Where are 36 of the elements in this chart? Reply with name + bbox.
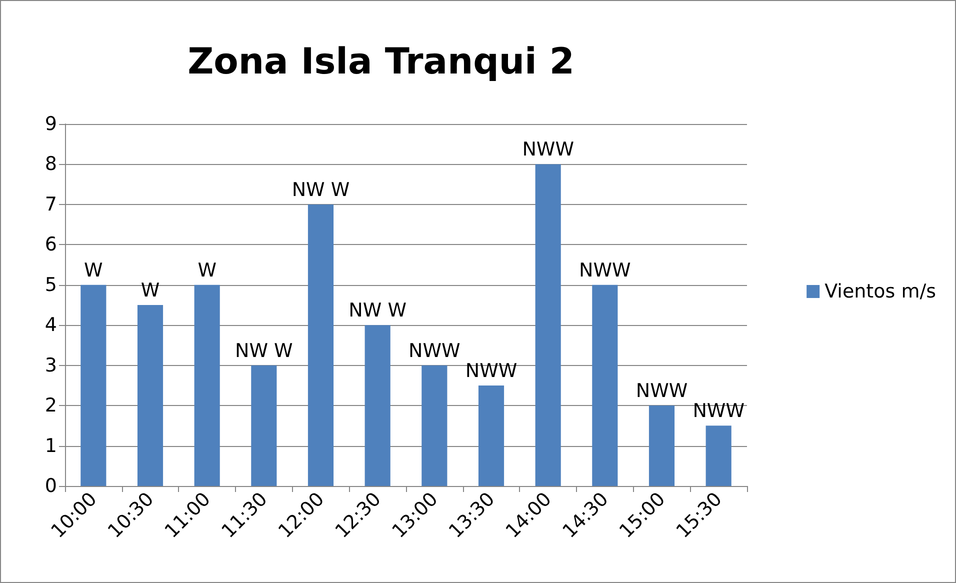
bar xyxy=(137,305,164,486)
y-tick-label: 6 xyxy=(44,234,57,256)
y-tick-label: 9 xyxy=(44,113,57,135)
y-tick-label: 2 xyxy=(44,394,57,417)
data-label: W xyxy=(198,259,217,282)
bar xyxy=(535,164,561,486)
bar xyxy=(364,325,390,486)
bar xyxy=(308,204,334,486)
y-tick-label: 8 xyxy=(44,153,57,176)
data-label: W xyxy=(140,280,160,302)
bar xyxy=(648,406,675,486)
y-tick-label: 1 xyxy=(44,434,57,457)
bar xyxy=(592,284,618,486)
y-tick-label: 3 xyxy=(44,354,57,376)
data-label: NWW xyxy=(465,360,518,382)
y-tick-label: 7 xyxy=(44,193,57,216)
y-tick-label: 0 xyxy=(44,475,57,497)
y-tick-label: 5 xyxy=(44,274,57,296)
data-label: W xyxy=(84,259,104,282)
data-label: NW W xyxy=(292,178,350,201)
data-label: NW W xyxy=(235,340,294,362)
bar xyxy=(706,426,732,486)
bar xyxy=(80,284,106,486)
bar xyxy=(251,365,277,486)
data-label: NWW xyxy=(692,400,745,422)
chart-title: Zona Isla Tranqui 2 xyxy=(188,42,574,82)
data-label: NWW xyxy=(408,340,461,362)
bar xyxy=(194,284,220,486)
data-label: NWW xyxy=(522,138,574,161)
data-label: NWW xyxy=(579,259,632,282)
legend-label: Vientos m/s xyxy=(824,280,936,302)
data-label: NW W xyxy=(348,300,407,322)
y-tick-label: 4 xyxy=(44,314,57,336)
data-label: NWW xyxy=(636,380,688,402)
bar xyxy=(478,385,504,486)
bar xyxy=(422,365,448,486)
